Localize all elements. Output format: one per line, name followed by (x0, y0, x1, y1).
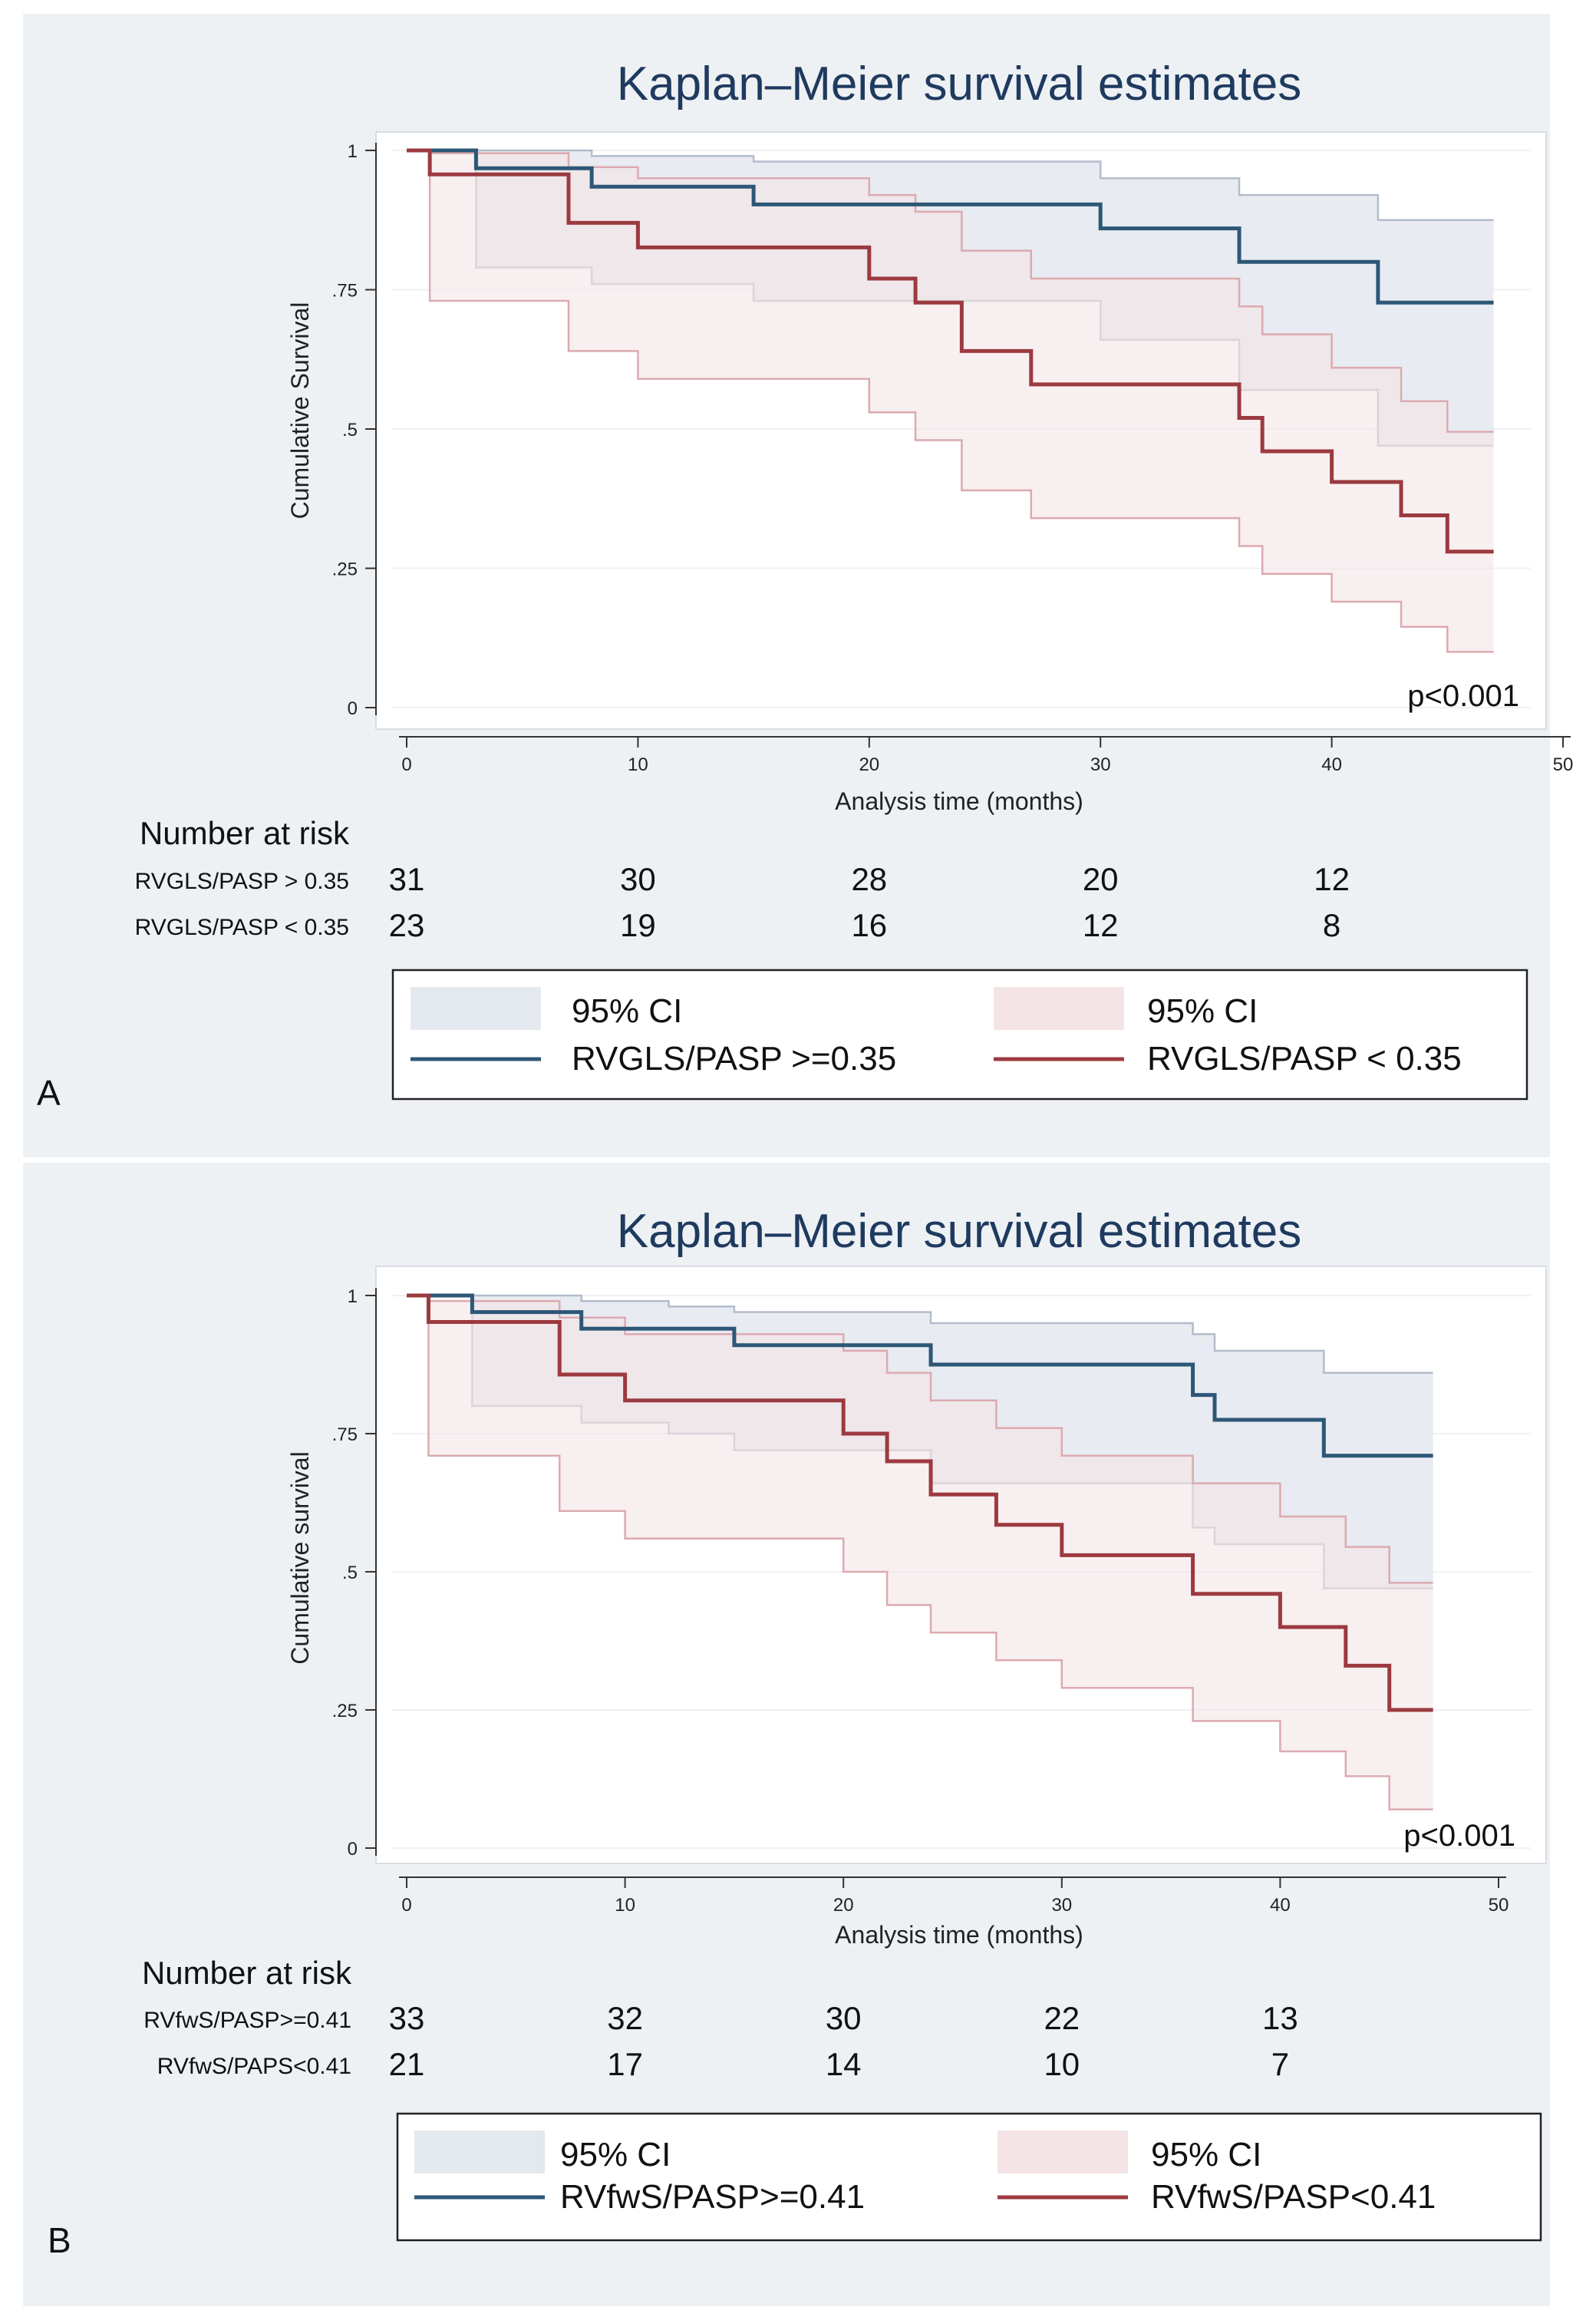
y-tick-label: .75 (332, 1424, 358, 1445)
x-axis-label: Analysis time (months) (835, 1921, 1083, 1949)
legend-box (391, 969, 1528, 1101)
x-tick-label: 50 (1489, 1895, 1509, 1916)
risk-count: 16 (851, 907, 887, 943)
legend-ci-swatch-blue (414, 2131, 545, 2173)
y-tick-label: 0 (348, 1839, 358, 1860)
ci-band-red (407, 1295, 1433, 1810)
risk-table-heading: Number at risk (142, 1955, 352, 1991)
ci-band-red (407, 150, 1494, 652)
ci-lower-bound-red (407, 149, 1494, 653)
survival-line-blue (407, 1293, 1433, 1458)
risk-count: 12 (1314, 861, 1350, 897)
y-tick-label: 1 (348, 1286, 358, 1307)
y-tick-label: 0 (348, 698, 358, 719)
y-axis-label: Cumulative Survival (286, 302, 314, 520)
risk-row-label: RVfwS/PASP>=0.41 (143, 2008, 351, 2033)
risk-count: 28 (851, 861, 887, 897)
legend-ci-swatch-red (998, 2131, 1128, 2173)
y-tick-label: .25 (332, 1701, 358, 1721)
legend-ci-label-right: 95% CI (1151, 2136, 1261, 2173)
risk-row-label: RVGLS/PASP > 0.35 (135, 869, 349, 894)
x-tick-label: 40 (1270, 1895, 1291, 1916)
legend-ci-swatch-blue (411, 987, 541, 1030)
risk-count: 22 (1044, 2000, 1080, 2036)
risk-count: 19 (620, 907, 656, 943)
p-value-annotation: p<0.001 (1407, 679, 1519, 713)
legend-ci-label-left: 95% CI (560, 2136, 671, 2173)
legend-series-label-left: RVGLS/PASP >=0.35 (572, 1040, 896, 1078)
legend-ci-label-right: 95% CI (1147, 992, 1258, 1030)
panel-b: Kaplan–Meier survival estimates 0 .25 .5 .7… (23, 1163, 1550, 2306)
chart-title: Kaplan–Meier survival estimates (617, 1205, 1302, 1258)
x-axis-label: Analysis time (months) (835, 787, 1083, 815)
risk-count: 21 (389, 2046, 425, 2082)
x-tick-label: 0 (401, 1895, 411, 1916)
ci-lower-bound-red (407, 1294, 1433, 1810)
ci-upper-bound-blue (407, 1294, 1433, 1375)
risk-count: 23 (389, 907, 425, 943)
risk-count: 17 (607, 2046, 643, 2082)
y-tick-label: .5 (342, 420, 358, 441)
risk-count: 33 (389, 2000, 425, 2036)
ci-upper-bound-blue (407, 149, 1494, 221)
y-tick-label: .75 (332, 281, 358, 302)
p-value-annotation: p<0.001 (1403, 1819, 1515, 1853)
risk-row-label: RVGLS/PASP < 0.35 (135, 915, 349, 940)
risk-count: 30 (620, 861, 656, 897)
x-tick-label: 20 (859, 754, 879, 775)
survival-line-red (407, 148, 1494, 554)
y-tick-label: 1 (348, 141, 358, 162)
risk-table-heading: Number at risk (140, 815, 350, 851)
y-axis-label: Cumulative survival (286, 1451, 314, 1664)
risk-count: 20 (1083, 861, 1119, 897)
y-tick-label: .5 (342, 1563, 358, 1583)
x-tick-label: 10 (615, 1895, 635, 1916)
legend-ci-label-left: 95% CI (572, 992, 682, 1030)
x-tick-label: 0 (401, 754, 411, 775)
x-tick-label: 20 (833, 1895, 854, 1916)
ci-upper-bound-red (407, 1294, 1433, 1584)
x-tick-label: 10 (628, 754, 648, 775)
x-tick-label: 30 (1090, 754, 1111, 775)
legend-ci-swatch-red (994, 987, 1124, 1030)
panel-label: A (37, 1073, 61, 1113)
risk-count: 10 (1044, 2046, 1080, 2082)
legend-series-label-right: RVGLS/PASP < 0.35 (1147, 1040, 1462, 1078)
risk-count: 7 (1271, 2046, 1289, 2082)
risk-row-label: RVfwS/PAPS<0.41 (157, 2054, 351, 2079)
panel-label: B (48, 2220, 71, 2260)
survival-line-blue (407, 148, 1494, 305)
risk-count: 8 (1323, 907, 1340, 943)
panel-a: Kaplan–Meier survival estimates 0 .25 .5 .7… (23, 14, 1573, 1157)
legend-box (396, 2112, 1542, 2242)
risk-count: 30 (826, 2000, 862, 2036)
survival-line-red (407, 1293, 1433, 1712)
x-tick-label: 30 (1051, 1895, 1072, 1916)
legend-series-label-right: RVfwS/PASP<0.41 (1151, 2178, 1436, 2216)
x-tick-label: 50 (1553, 754, 1574, 775)
risk-count: 31 (389, 861, 425, 897)
x-tick-label: 40 (1321, 754, 1342, 775)
chart-title: Kaplan–Meier survival estimates (617, 58, 1302, 111)
risk-count: 32 (607, 2000, 643, 2036)
y-tick-label: .25 (332, 559, 358, 580)
risk-count: 13 (1262, 2000, 1298, 2036)
risk-count: 12 (1083, 907, 1119, 943)
risk-count: 14 (826, 2046, 862, 2082)
legend-series-label-left: RVfwS/PASP>=0.41 (560, 2178, 865, 2216)
